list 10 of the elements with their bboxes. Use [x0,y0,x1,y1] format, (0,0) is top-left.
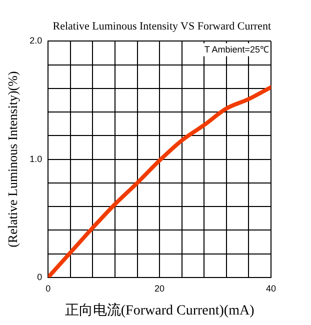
annotation: T Ambient=25℃ [204,44,269,55]
y-axis-title: (Relative Luminous Intensity)(%) [5,71,20,248]
x-axis-title: 正向电流(Forward Current)(mA) [64,302,255,318]
x-tick-label: 40 [266,283,276,294]
x-tick-label: 20 [154,283,165,294]
y-tick-label: 2.0 [30,36,42,46]
y-tick-label: 0 [37,272,42,282]
y-tick-label: 1.0 [30,154,42,164]
chart-title: Relative Luminous Intensity VS Forward Current [52,20,271,32]
x-tick-label: 0 [46,283,51,294]
